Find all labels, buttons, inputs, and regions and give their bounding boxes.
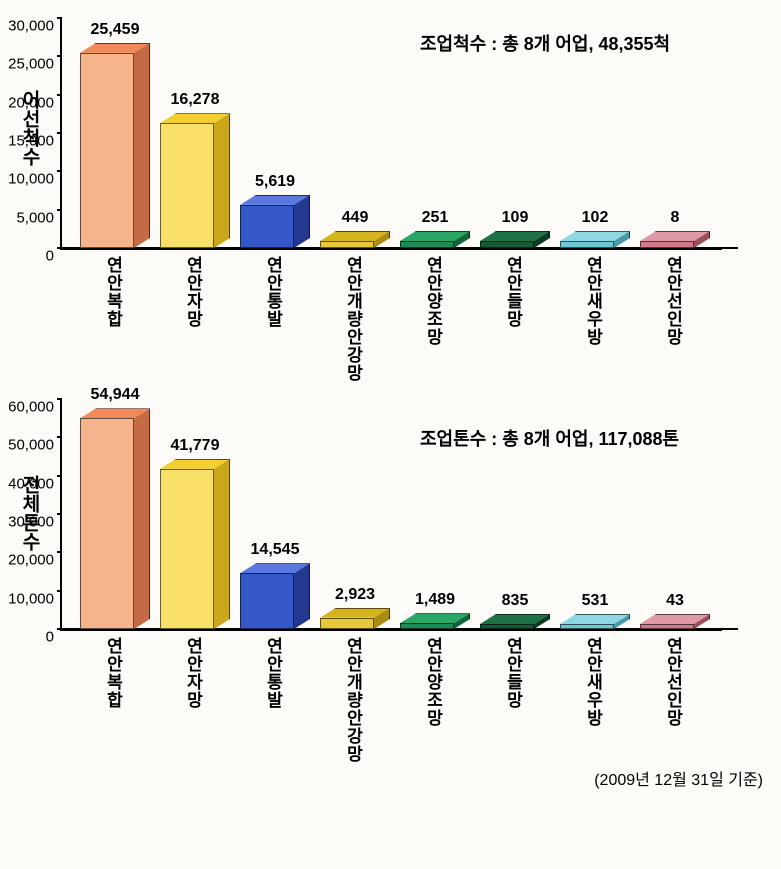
- bar-value-label: 109: [470, 209, 560, 227]
- chart1-plot: 05,00010,00015,00020,00025,00030,00025,4…: [60, 18, 722, 250]
- y-tick-mark: [57, 209, 62, 211]
- bar-value-label: 5,619: [230, 173, 320, 191]
- category-label: 연안개량안강망: [341, 637, 366, 763]
- bar: [160, 459, 230, 629]
- y-tick-mark: [57, 436, 62, 438]
- y-tick-mark: [57, 590, 62, 592]
- bar: [240, 563, 310, 629]
- category-label: 연안복합: [101, 637, 126, 709]
- category-label: 연안복합: [101, 256, 126, 328]
- page: { "canvas": { "width": 781, "height": 86…: [0, 10, 781, 796]
- y-tick-label: 0: [2, 248, 54, 265]
- bar-value-label: 41,779: [150, 437, 240, 455]
- y-tick-label: 30,000: [2, 18, 54, 35]
- category-label: 연안새우방: [581, 637, 606, 727]
- bar: [400, 613, 470, 629]
- bar: [240, 195, 310, 248]
- category-label: 연안양조망: [421, 637, 446, 727]
- y-tick-label: 30,000: [2, 514, 54, 531]
- y-tick-label: 20,000: [2, 94, 54, 111]
- bar-value-label: 43: [630, 592, 720, 610]
- y-tick-label: 0: [2, 629, 54, 646]
- category-label: 연안선인망: [661, 256, 686, 346]
- bar-value-label: 835: [470, 592, 560, 610]
- y-tick-mark: [57, 170, 62, 172]
- bar: [480, 614, 550, 629]
- chart-tonnage: 전체톤수 조업톤수 : 총 8개 어업, 117,088톤 010,00020,…: [60, 395, 781, 766]
- y-tick-mark: [57, 513, 62, 515]
- bar-value-label: 251: [390, 209, 480, 227]
- bar: [80, 408, 150, 629]
- bar: [640, 614, 710, 629]
- bar: [80, 43, 150, 248]
- category-label: 연안들망: [501, 256, 526, 328]
- chart2-x-labels: 연안복합 연안자망 연안통발 연안개량안강망 연안양조망 연안들망 연안새우방 연안선인망: [60, 631, 781, 766]
- bar: [320, 608, 390, 629]
- bar: [640, 231, 710, 248]
- bar-value-label: 102: [550, 209, 640, 227]
- footer-note: (2009년 12월 31일 기준): [594, 766, 763, 790]
- y-tick-mark: [57, 398, 62, 400]
- bar: [160, 113, 230, 248]
- y-tick-mark: [57, 475, 62, 477]
- y-tick-mark: [57, 551, 62, 553]
- bar: [560, 231, 630, 248]
- chart1-x-labels: 연안복합 연안자망 연안통발 연안개량안강망 연안양조망 연안들망 연안새우방 연안선인망: [60, 250, 781, 385]
- category-label: 연안새우방: [581, 256, 606, 346]
- y-tick-mark: [57, 17, 62, 19]
- category-label: 연안들망: [501, 637, 526, 709]
- y-tick-mark: [57, 132, 62, 134]
- bar-value-label: 25,459: [70, 21, 160, 39]
- category-label: 연안양조망: [421, 256, 446, 346]
- category-label: 연안개량안강망: [341, 256, 366, 382]
- bar: [480, 231, 550, 248]
- y-tick-label: 15,000: [2, 133, 54, 150]
- y-tick-label: 40,000: [2, 475, 54, 492]
- bar-value-label: 531: [550, 592, 640, 610]
- category-label: 연안자망: [181, 256, 206, 328]
- bar-value-label: 449: [310, 209, 400, 227]
- chart-vessel-count: 어선척수 조업척수 : 총 8개 어업, 48,355척 05,00010,00…: [60, 10, 781, 385]
- y-tick-label: 5,000: [2, 209, 54, 226]
- y-tick-mark: [57, 55, 62, 57]
- category-label: 연안통발: [261, 256, 286, 328]
- chart2-plot: 010,00020,00030,00040,00050,00060,00054,…: [60, 399, 722, 631]
- bar-value-label: 1,489: [390, 591, 480, 609]
- category-label: 연안자망: [181, 637, 206, 709]
- bar: [560, 614, 630, 629]
- bar-value-label: 2,923: [310, 586, 400, 604]
- y-tick-label: 20,000: [2, 552, 54, 569]
- y-tick-label: 50,000: [2, 437, 54, 454]
- bar: [320, 231, 390, 248]
- category-label: 연안선인망: [661, 637, 686, 727]
- y-tick-label: 25,000: [2, 56, 54, 73]
- y-tick-label: 10,000: [2, 171, 54, 188]
- y-tick-mark: [57, 94, 62, 96]
- y-tick-label: 60,000: [2, 399, 54, 416]
- category-label: 연안통발: [261, 637, 286, 709]
- y-tick-label: 10,000: [2, 590, 54, 607]
- bar-value-label: 54,944: [70, 386, 160, 404]
- bar-value-label: 8: [630, 209, 720, 227]
- bar-value-label: 16,278: [150, 91, 240, 109]
- bar-value-label: 14,545: [230, 541, 320, 559]
- bar: [400, 231, 470, 248]
